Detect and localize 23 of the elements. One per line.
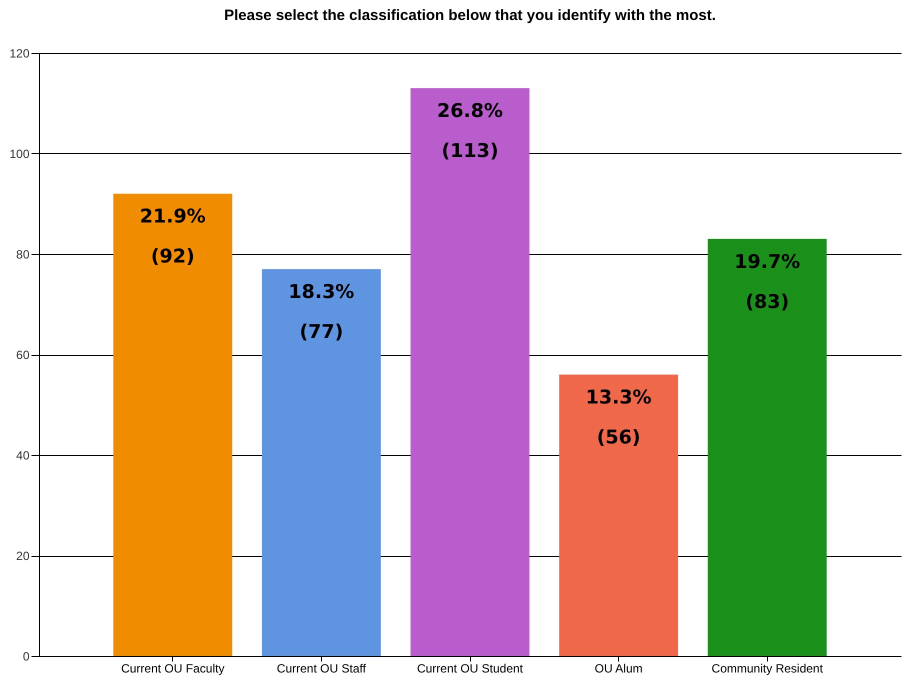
x-tick-label: Community Resident	[712, 662, 824, 676]
data-label: 19.7% (83)	[734, 250, 800, 313]
bar	[410, 88, 530, 656]
bar	[113, 194, 232, 656]
x-tick-label: Current OU Student	[416, 662, 524, 676]
x-tick-label: Current OU Faculty	[121, 662, 224, 676]
x-tick-label: Current OU Staff	[276, 662, 367, 676]
chart-title: Please select the classification below that you identify with the most.	[224, 7, 716, 24]
y-tick-label: 60	[16, 348, 30, 362]
bar	[708, 238, 827, 656]
bar	[262, 269, 381, 656]
y-tick-label: 100	[9, 147, 30, 161]
data-label: 13.3% (56)	[586, 386, 652, 449]
data-label: 26.8% (113)	[437, 100, 503, 162]
data-label: 21.9% (92)	[140, 206, 206, 268]
data-label: 18.3% (77)	[288, 281, 354, 344]
bar	[559, 374, 678, 656]
y-tick-label: 0	[22, 650, 30, 664]
y-tick-label: 120	[9, 46, 30, 60]
y-tick-label: 40	[16, 448, 30, 462]
y-tick-label: 20	[16, 549, 30, 563]
x-tick-label: OU Alum	[594, 662, 643, 676]
y-tick-label: 80	[16, 248, 30, 262]
